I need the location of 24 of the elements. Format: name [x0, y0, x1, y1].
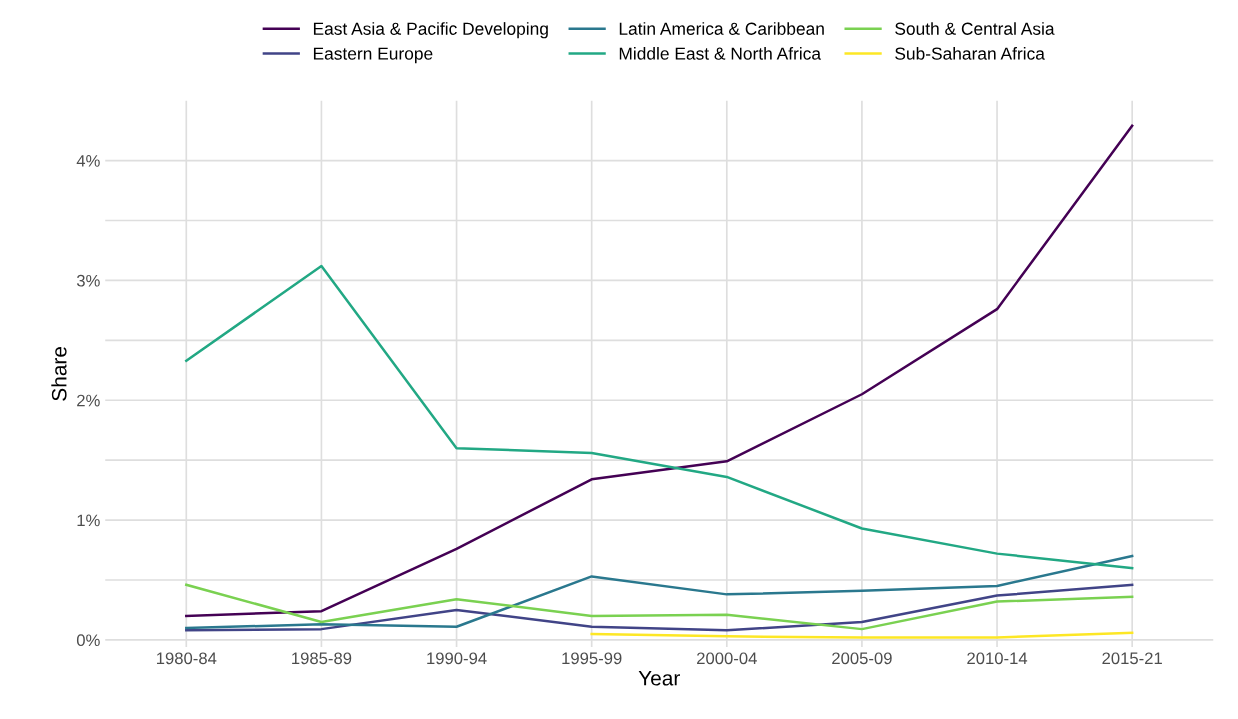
legend-label: Middle East & North Africa: [619, 46, 822, 60]
x-tick-label: 1985-89: [292, 652, 352, 665]
legend-label: Eastern Europe: [313, 47, 433, 64]
y-tick-label: 3%: [76, 274, 100, 287]
x-tick-label: 2015-21: [1102, 652, 1162, 665]
x-tick-label: 1990-94: [427, 652, 487, 665]
legend-label: Sub-Saharan Africa: [895, 46, 1045, 60]
y-tick-label: 2%: [77, 394, 100, 407]
x-tick-label: 1995-99: [562, 652, 622, 665]
line-series: [185, 264, 1134, 570]
y-tick-label: 1%: [77, 514, 100, 527]
x-tick-label: 2010-14: [967, 652, 1028, 665]
legend-label: Latin America & Caribbean: [619, 22, 824, 35]
line-series: [185, 554, 1134, 630]
y-axis-title: Share: [51, 347, 67, 401]
x-axis-title: Year: [638, 671, 680, 686]
x-tick-label: 2005-09: [832, 652, 892, 665]
x-tick-label: 2000-04: [697, 652, 757, 665]
y-tick-label: 0%: [76, 634, 100, 647]
legend-label: South & Central Asia: [895, 22, 1055, 35]
legend-label: East Asia & Pacific Developing: [313, 22, 548, 39]
x-tick-label: 1980-84: [157, 652, 217, 665]
y-tick-label: 4%: [76, 155, 100, 167]
line-series: [185, 124, 1134, 618]
